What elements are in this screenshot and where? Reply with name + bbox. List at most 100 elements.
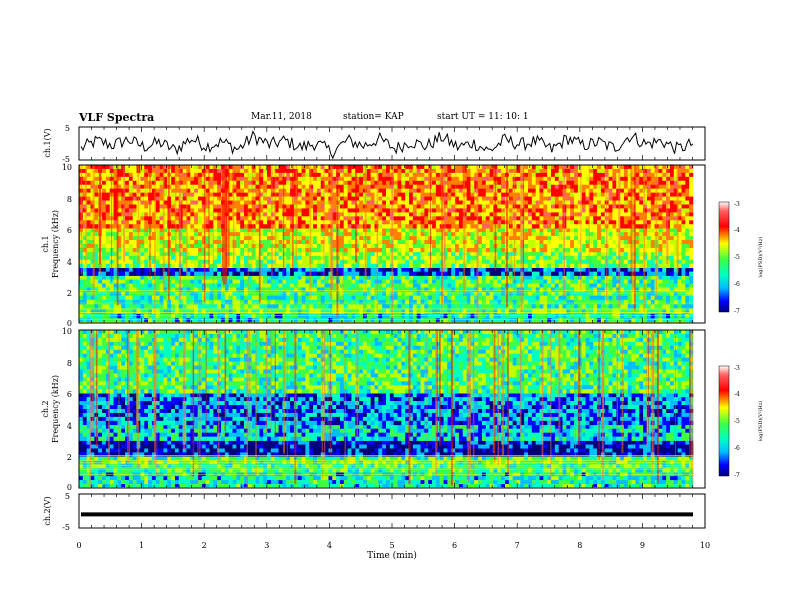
spectrogram-cell — [566, 247, 571, 253]
spectrogram-cell — [278, 295, 283, 301]
spectrogram-cell — [420, 299, 425, 305]
spectrogram-cell — [577, 295, 583, 301]
spectrogram-cell — [263, 192, 268, 197]
spectrogram-cell — [213, 287, 218, 292]
spectrogram-cell — [209, 287, 214, 292]
spectrogram-cell — [301, 236, 306, 241]
spectrogram-cell — [478, 236, 483, 241]
spectrogram-cell — [320, 240, 325, 245]
spectrogram-cell — [551, 263, 556, 268]
spectrogram-cell — [551, 244, 556, 249]
spectrogram-cell — [493, 295, 498, 301]
spectrogram-cell — [125, 240, 130, 245]
spectrogram-cell — [531, 236, 536, 241]
spectrogram-cell — [90, 255, 95, 261]
spectrogram-cell — [447, 283, 452, 288]
spectrogram-cell — [378, 240, 383, 245]
spectrogram-cell — [366, 244, 371, 249]
spectrogram-cell — [305, 172, 310, 178]
spectrogram-cell — [600, 291, 606, 296]
spectrogram-cell — [194, 267, 199, 272]
spectrogram-cell — [470, 244, 475, 249]
spectrogram-cell — [140, 240, 145, 245]
spectrogram-cell — [174, 188, 180, 193]
spectrogram-cell — [105, 304, 110, 310]
spectrogram-cell — [677, 304, 682, 310]
spectrogram-cell — [524, 308, 529, 314]
spectrogram-cell — [535, 263, 540, 268]
spectrogram-cell — [405, 275, 410, 280]
spectrogram-cell — [608, 263, 613, 268]
spectrogram-cell — [566, 283, 571, 288]
spectrogram-cell — [255, 295, 260, 301]
spectrogram-cell — [589, 165, 594, 170]
spectrogram-cell — [171, 283, 176, 288]
spectrogram-cell — [539, 180, 544, 186]
spectrogram-cell — [677, 275, 682, 280]
spectrogram-cell — [251, 279, 256, 284]
spectrogram-cell — [347, 255, 352, 261]
spectrogram-cell — [316, 308, 322, 314]
spectrogram-cell — [301, 244, 306, 249]
spectrogram-cell — [597, 263, 602, 268]
spectrogram-cell — [171, 308, 176, 314]
spectrogram-cell — [378, 263, 383, 268]
spectrogram-cell — [228, 255, 233, 261]
spectrogram-cell — [646, 184, 652, 189]
spectrogram-cell — [554, 259, 559, 265]
spectrogram-cell — [635, 295, 640, 301]
spectrogram-cell — [151, 304, 157, 310]
spectrogram-cell — [259, 165, 264, 170]
spectrogram-cell — [558, 318, 563, 324]
spectrogram-cell — [666, 275, 671, 280]
spectrogram-cell — [301, 308, 306, 314]
spectrogram-cell — [343, 275, 348, 280]
spectrogram-cell — [316, 247, 322, 253]
spectrogram-cell — [205, 247, 210, 253]
spectrogram-cell — [616, 318, 621, 324]
spectrogram-cell — [405, 291, 410, 296]
spectrogram-cell — [416, 299, 421, 305]
spectrogram-cell — [527, 313, 533, 319]
spectrogram-cell — [685, 279, 690, 284]
spectrogram-cell — [409, 255, 414, 261]
spectrogram-cell — [102, 275, 107, 280]
spectrogram-cell — [447, 295, 452, 301]
spectrogram-cell — [347, 180, 352, 186]
spectrogram-cell — [351, 313, 356, 319]
spectrogram-cell — [159, 255, 164, 261]
spectrogram-cell — [497, 184, 502, 189]
spectrogram-cell — [677, 295, 682, 301]
spectrogram-cell — [339, 263, 345, 268]
spectrogram-cell — [339, 228, 345, 233]
spectrogram-cell — [128, 236, 134, 241]
spectrogram-cell — [324, 236, 329, 241]
spectrogram-cell — [455, 271, 460, 276]
spectrogram-cell — [171, 188, 176, 193]
spectrogram-cell — [409, 176, 414, 182]
spectrogram-cell — [681, 165, 686, 170]
spectrogram-cell — [174, 192, 180, 197]
spectrogram-cell — [151, 236, 157, 241]
spectrogram-cell — [432, 308, 437, 314]
spectrogram-cell — [324, 287, 329, 292]
spectrogram-cell — [631, 304, 636, 310]
spectrogram-cell — [286, 251, 291, 257]
spectrogram-cell — [259, 308, 264, 314]
spectrogram-cell — [339, 192, 345, 197]
spectrogram-cell — [689, 236, 694, 241]
spectrogram-cell — [650, 299, 655, 305]
spectrogram-cell — [386, 247, 391, 253]
spectrogram-cell — [151, 184, 157, 189]
spectrogram-cell — [666, 279, 671, 284]
spectrogram-cell — [117, 236, 122, 241]
spectrogram-cell — [125, 255, 130, 261]
spectrogram-cell — [155, 247, 160, 253]
spectrogram-cell — [332, 172, 337, 178]
spectrogram-cell — [566, 176, 571, 182]
spectrogram-cell — [650, 184, 655, 189]
spectrogram-cell — [194, 295, 199, 301]
spectrogram-cell — [359, 304, 364, 310]
spectrogram-cell — [527, 168, 533, 174]
spectrogram-cell — [551, 240, 556, 245]
